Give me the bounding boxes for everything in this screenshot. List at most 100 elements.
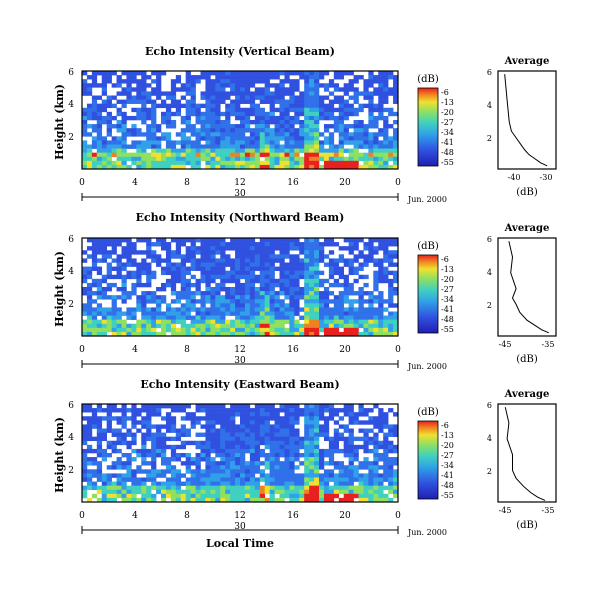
- heatmap-cell: [165, 246, 172, 251]
- heatmap-cell: [106, 128, 112, 133]
- heatmap-cell: [240, 107, 246, 113]
- heatmap-cell: [210, 254, 216, 259]
- heatmap-cell: [388, 71, 394, 76]
- heatmap-cell: [309, 299, 315, 304]
- heatmap-cell: [249, 95, 256, 100]
- heatmap-cell: [146, 115, 152, 121]
- heatmap-cell: [225, 299, 231, 304]
- heatmap-cell: [388, 250, 394, 255]
- heatmap-cell: [111, 238, 117, 243]
- heatmap-cell: [170, 307, 177, 312]
- heatmap-cell: [195, 140, 201, 145]
- heatmap-cell: [161, 111, 167, 117]
- heatmap-cell: [269, 448, 275, 454]
- heatmap-cell: [161, 327, 167, 333]
- heatmap-cell: [141, 489, 147, 495]
- heatmap-cell: [151, 148, 157, 153]
- panel-vertical: Echo Intensity (Vertical Beam) Height (k…: [53, 45, 557, 204]
- heatmap-cell: [378, 416, 384, 421]
- heatmap-cell: [309, 124, 315, 129]
- heatmap-cell: [240, 436, 246, 442]
- heatmap-cell: [86, 408, 93, 413]
- heatmap-cell: [235, 327, 241, 333]
- heatmap-cell: [151, 469, 157, 474]
- heatmap-cell: [146, 311, 152, 316]
- heatmap-cell: [111, 327, 117, 333]
- profile-title: Average: [504, 389, 550, 400]
- heatmap-cell: [240, 448, 246, 454]
- heatmap-cell: [294, 311, 300, 316]
- heatmap-cell: [185, 124, 191, 129]
- heatmap-cell: [323, 95, 330, 100]
- heatmap-cell: [215, 311, 221, 316]
- heatmap-cell: [205, 242, 211, 247]
- heatmap-cell: [269, 156, 275, 162]
- heatmap-cell: [343, 274, 349, 280]
- heatmap-cell: [146, 164, 152, 170]
- heatmap-cell: [190, 416, 196, 421]
- heatmap-cell: [269, 477, 275, 482]
- heatmap-cell: [156, 254, 162, 259]
- heatmap-cell: [91, 448, 98, 454]
- heatmap-cell: [323, 311, 330, 316]
- heatmap-cell: [101, 319, 107, 325]
- heatmap-cell: [121, 295, 127, 300]
- heatmap-cell: [353, 152, 359, 158]
- heatmap-cell: [180, 132, 186, 137]
- heatmap-cell: [126, 115, 132, 121]
- heatmap-cell: [314, 440, 320, 446]
- heatmap-cell: [195, 440, 201, 446]
- heatmap-cell: [215, 331, 221, 337]
- heatmap-cell: [314, 278, 320, 284]
- heatmap-cell: [106, 311, 112, 316]
- heatmap-cell: [314, 295, 320, 300]
- heatmap-cell: [175, 493, 182, 499]
- heatmap-cell: [383, 432, 389, 437]
- heatmap-cell: [151, 242, 157, 247]
- heatmap-cell: [314, 254, 320, 259]
- heatmap-cell: [235, 103, 241, 109]
- heatmap-cell: [141, 477, 147, 482]
- heatmap-cell: [235, 282, 241, 288]
- heatmap-cell: [314, 136, 320, 141]
- heatmap-cell: [333, 299, 340, 304]
- heatmap-cell: [378, 315, 384, 320]
- heatmap-cell: [368, 91, 374, 96]
- heatmap-cell: [141, 99, 147, 104]
- heatmap-cell: [156, 436, 162, 442]
- heatmap-cell: [131, 124, 137, 129]
- heatmap-cell: [244, 493, 251, 499]
- heatmap-cell: [249, 99, 256, 104]
- x-tick-label: 12: [234, 178, 245, 188]
- heatmap-cell: [205, 238, 211, 243]
- heatmap-cell: [141, 436, 147, 442]
- heatmap-cell: [126, 473, 132, 478]
- heatmap-cell: [215, 307, 221, 312]
- heatmap-cell: [91, 156, 98, 162]
- heatmap-cell: [319, 477, 325, 482]
- heatmap-cell: [96, 270, 103, 276]
- colorbar-ticks: -6 -13 -20 -27 -34 -41 -48 -55: [441, 421, 454, 500]
- heatmap-cell: [353, 473, 359, 478]
- heatmap-cell: [91, 319, 98, 325]
- heatmap-cell: [190, 124, 196, 129]
- heatmap-cell: [205, 412, 211, 417]
- heatmap-cell: [230, 331, 236, 337]
- heatmap-cell: [353, 327, 359, 333]
- heatmap-cell: [373, 299, 379, 304]
- heatmap-cell: [111, 299, 117, 304]
- heatmap-cell: [264, 485, 270, 491]
- heatmap-cell: [111, 307, 117, 312]
- heatmap-cell: [136, 282, 142, 288]
- heatmap-cell: [170, 473, 177, 478]
- heatmap-cell: [205, 477, 211, 482]
- heatmap-cell: [91, 258, 98, 263]
- heatmap-cell: [141, 282, 147, 288]
- heatmap-cell: [338, 103, 344, 109]
- heatmap-cell: [180, 95, 186, 100]
- heatmap-cell: [205, 95, 211, 100]
- heatmap-cell: [319, 307, 325, 312]
- heatmap-cell: [393, 473, 399, 478]
- heatmap-cell: [180, 323, 186, 329]
- heatmap-cell: [269, 323, 275, 329]
